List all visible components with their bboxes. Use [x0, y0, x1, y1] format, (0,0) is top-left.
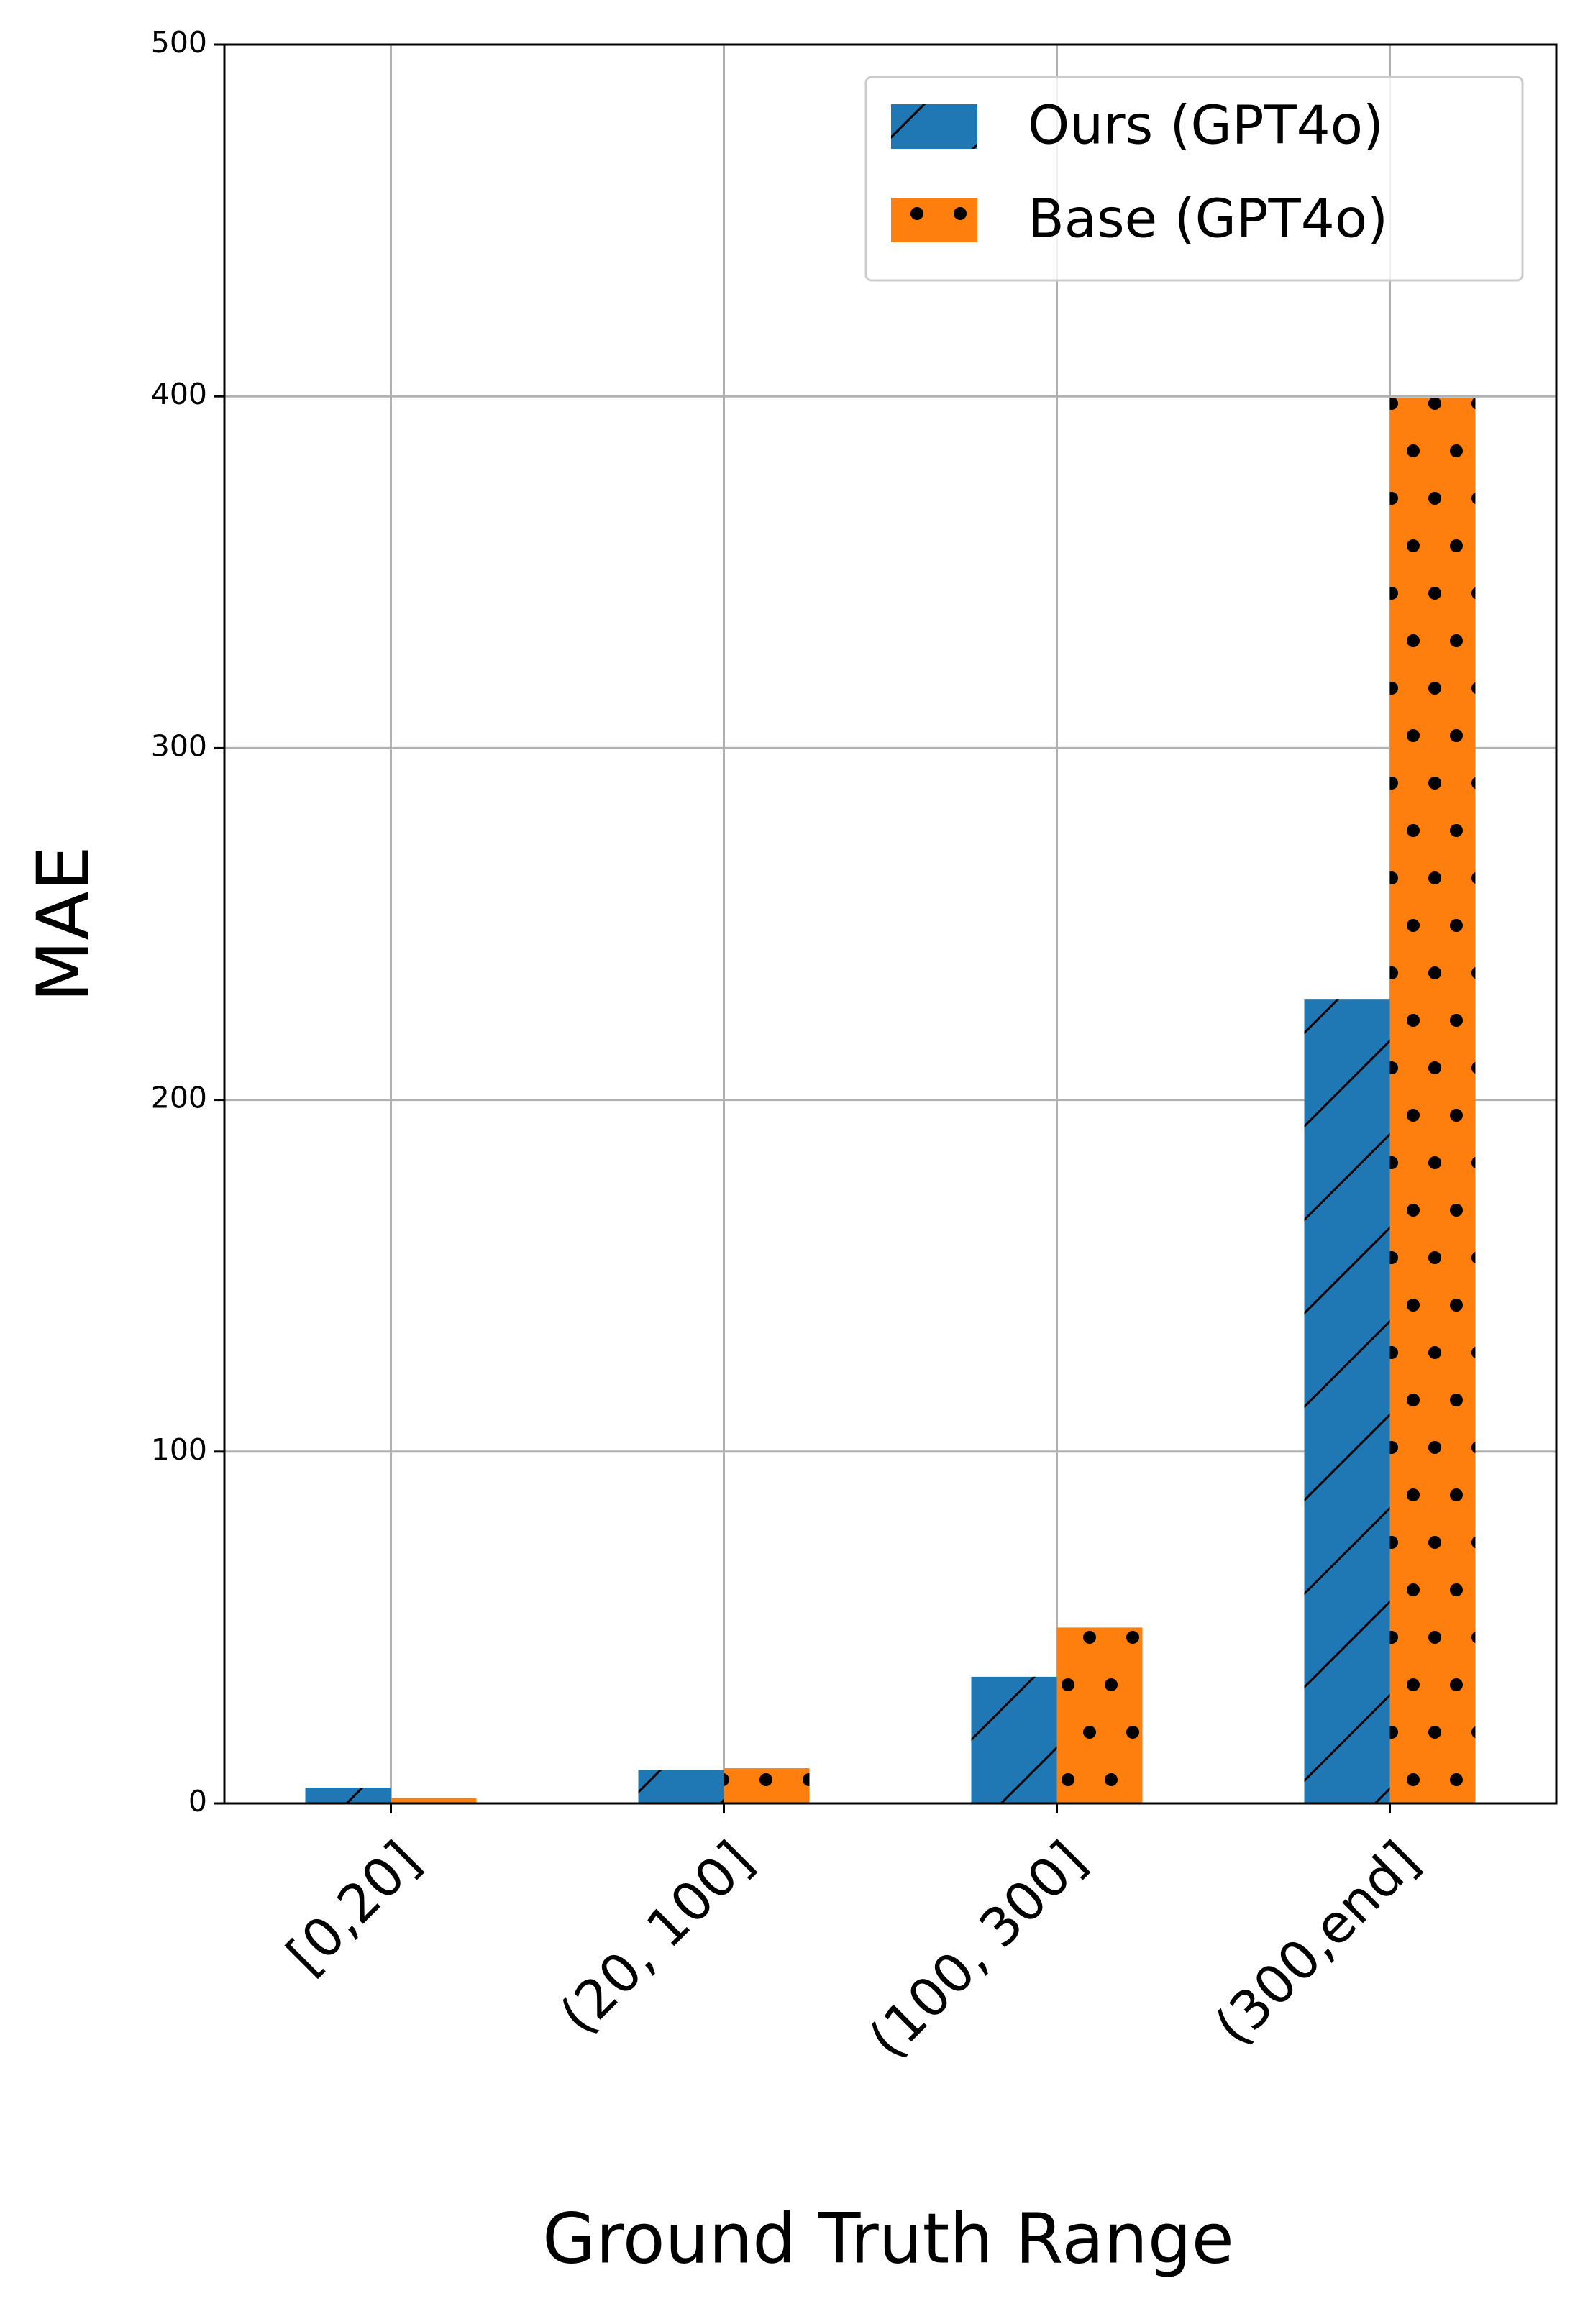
- x-tick-label: [0,20]: [275, 1829, 432, 1986]
- bar: [638, 1770, 724, 1803]
- y-tick-label: 400: [151, 377, 207, 411]
- bar: [971, 1676, 1057, 1803]
- legend-swatch-hatch: [891, 104, 977, 149]
- bar: [305, 1787, 391, 1803]
- bar-hatch: [724, 1768, 810, 1803]
- legend-label: Ours (GPT4o): [1028, 95, 1384, 157]
- bar-hatch: [391, 1798, 477, 1803]
- bar: [724, 1768, 810, 1803]
- x-tick-label: (300,end]: [1203, 1829, 1431, 2057]
- legend-label: Base (GPT4o): [1028, 188, 1388, 250]
- y-tick-label: 100: [151, 1432, 207, 1467]
- bar-hatch: [1056, 1627, 1143, 1803]
- legend-swatch-hatch: [891, 198, 977, 242]
- x-tick-label: (100, 300]: [857, 1829, 1098, 2070]
- y-axis-title: MAE: [21, 846, 105, 1002]
- y-tick-label: 300: [151, 728, 207, 763]
- legend-frame: [864, 76, 1524, 282]
- bar: [1304, 999, 1390, 1803]
- bar-hatch: [638, 1770, 724, 1803]
- axes-frame: [223, 43, 1558, 1805]
- y-tick-label: 500: [151, 25, 207, 60]
- y-tick-label: 0: [188, 1784, 207, 1819]
- bar-hatch: [305, 1787, 391, 1803]
- bar: [391, 1798, 477, 1803]
- x-tick-label: (20, 100]: [548, 1829, 764, 2046]
- bar-hatch: [1304, 999, 1390, 1803]
- bar-hatch: [971, 1676, 1057, 1803]
- bar: [1389, 398, 1476, 1803]
- y-tick-label: 200: [151, 1081, 207, 1115]
- bar-hatch: [1389, 398, 1476, 1803]
- bar: [1056, 1627, 1143, 1803]
- x-axis-title: Ground Truth Range: [542, 2198, 1234, 2279]
